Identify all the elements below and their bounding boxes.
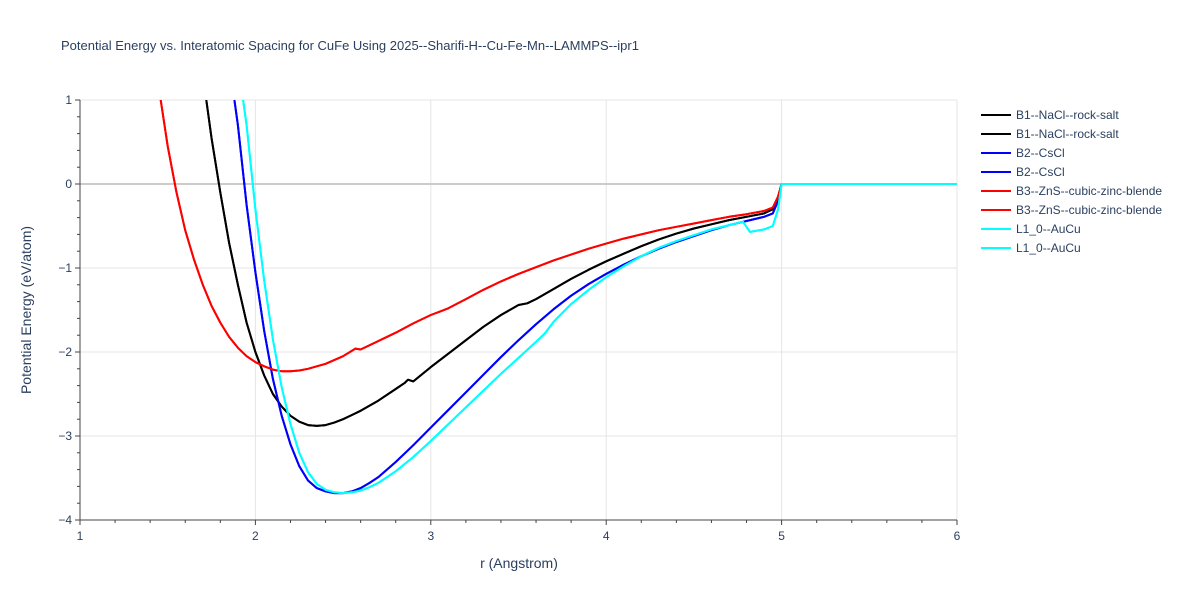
legend-label: B2--CsCl [1016, 165, 1065, 179]
y-axis-ticks: 1 0 −1 −2 −3 −4 [58, 93, 72, 527]
legend-label: B3--ZnS--cubic-zinc-blende [1016, 203, 1162, 217]
legend-item[interactable]: B3--ZnS--cubic-zinc-blende [981, 184, 1162, 198]
series-line-2[interactable] [205, 100, 957, 427]
series-line-6[interactable] [159, 100, 957, 373]
series-line-3[interactable] [233, 100, 957, 495]
x-tick-label: 5 [778, 529, 785, 543]
x-tick-label: 2 [252, 529, 259, 543]
series-lines[interactable] [159, 100, 957, 495]
y-tick-label: −1 [58, 261, 72, 275]
x-axis-ticks: 1 2 3 4 5 6 [77, 529, 961, 543]
y-tick-label: 0 [65, 177, 72, 191]
legend-label: B3--ZnS--cubic-zinc-blende [1016, 184, 1162, 198]
series-line-1[interactable] [205, 100, 957, 427]
y-tick-label: 1 [65, 93, 72, 107]
y-axis-title: Potential Energy (eV/atom) [18, 226, 34, 394]
legend-item[interactable]: B2--CsCl [981, 146, 1065, 160]
x-tick-label: 3 [427, 529, 434, 543]
series-line-5[interactable] [159, 100, 957, 373]
legend-item[interactable]: B2--CsCl [981, 165, 1065, 179]
grid-lines [79, 99, 958, 521]
legend-label: B2--CsCl [1016, 146, 1065, 160]
y-tick-label: −2 [58, 345, 72, 359]
legend-label: B1--NaCl--rock-salt [1016, 127, 1119, 141]
legend-label: L1_0--AuCu [1016, 241, 1081, 255]
x-axis-title: r (Angstrom) [480, 555, 558, 571]
legend-item[interactable]: L1_0--AuCu [981, 241, 1081, 255]
series-line-4[interactable] [233, 100, 957, 495]
y-tick-label: −3 [58, 429, 72, 443]
legend-item[interactable]: B3--ZnS--cubic-zinc-blende [981, 203, 1162, 217]
x-tick-label: 1 [77, 529, 84, 543]
y-tick-label: −4 [58, 513, 72, 527]
legend-item[interactable]: B1--NaCl--rock-salt [981, 127, 1119, 141]
series-line-7[interactable] [242, 100, 957, 495]
x-tick-label: 4 [603, 529, 610, 543]
legend-item[interactable]: B1--NaCl--rock-salt [981, 108, 1119, 122]
series-line-8[interactable] [242, 100, 957, 495]
x-tick-label: 6 [954, 529, 961, 543]
legend[interactable]: B1--NaCl--rock-salt B1--NaCl--rock-salt B2… [981, 108, 1162, 255]
legend-item[interactable]: L1_0--AuCu [981, 222, 1081, 236]
legend-label: B1--NaCl--rock-salt [1016, 108, 1119, 122]
axes [75, 99, 958, 525]
legend-label: L1_0--AuCu [1016, 222, 1081, 236]
chart-title: Potential Energy vs. Interatomic Spacing… [61, 38, 639, 53]
